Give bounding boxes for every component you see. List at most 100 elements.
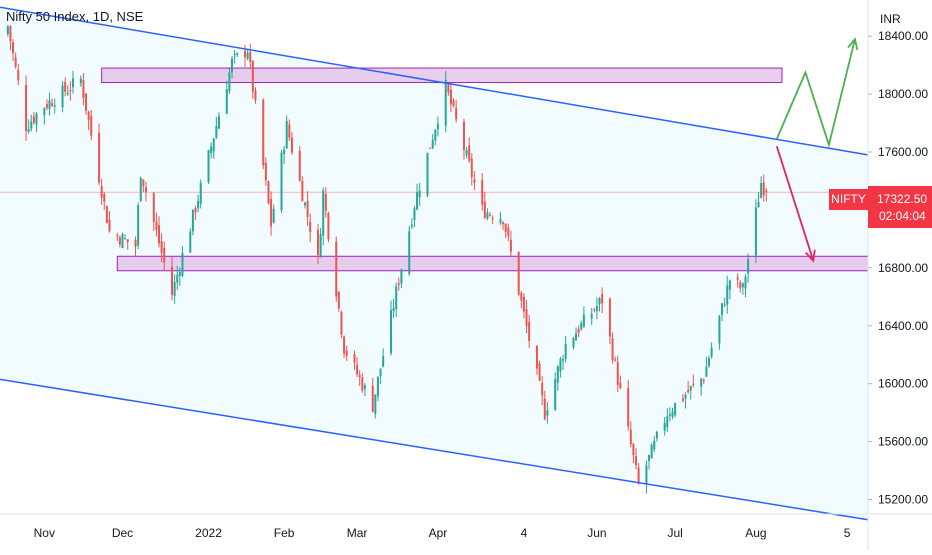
candle-body — [45, 104, 48, 108]
candle-body — [572, 338, 575, 348]
candle-body — [504, 223, 507, 233]
candle-body — [705, 366, 708, 377]
candle-body — [233, 53, 236, 55]
channel-lower-line — [0, 378, 869, 521]
candle-body — [353, 354, 356, 363]
candle-body — [379, 368, 382, 377]
candle-body — [543, 398, 546, 420]
x-tick-label: Dec — [112, 526, 133, 540]
candle-body — [671, 411, 674, 417]
candle-body — [371, 385, 374, 412]
candle-body — [290, 137, 293, 153]
candle-body — [194, 208, 197, 213]
candle-body — [71, 78, 74, 88]
candle-body — [191, 209, 194, 232]
candle-body — [554, 379, 557, 410]
candle-body — [655, 431, 658, 439]
candle-body — [51, 103, 54, 106]
candle-body — [85, 93, 88, 111]
y-tick-label: 16400.00 — [878, 319, 928, 333]
candle-body — [217, 116, 220, 129]
candle-body — [53, 105, 56, 107]
bull-arrow — [775, 38, 856, 149]
bear-arrow-head — [805, 249, 816, 263]
candle-body — [144, 187, 147, 193]
candle-body — [413, 208, 416, 221]
candle-body — [163, 247, 166, 263]
candle-body — [522, 296, 525, 312]
candle-body — [486, 212, 489, 219]
candle-body — [491, 218, 494, 220]
candle-body — [608, 298, 611, 337]
candle-body — [429, 147, 432, 149]
candle-body — [556, 366, 559, 383]
candle-body — [225, 89, 228, 114]
candle-body — [142, 179, 145, 187]
candle-body — [212, 138, 215, 152]
candle-body — [116, 235, 119, 237]
candle-body — [431, 140, 434, 149]
candle-body — [577, 328, 580, 333]
candle-body — [160, 241, 163, 253]
candle-body — [124, 238, 127, 240]
candle-body — [272, 208, 275, 223]
candle-body — [726, 285, 729, 305]
candle-body — [452, 100, 455, 106]
candle-body — [528, 322, 531, 341]
candle-body — [444, 79, 447, 126]
candle-body — [645, 465, 648, 485]
last-price-tag: 17322.50 02:04:04 — [868, 186, 932, 228]
candle-body — [520, 292, 523, 301]
candle-body — [283, 149, 286, 155]
chart-title: Nifty 50 Index, 1D, NSE — [6, 9, 144, 24]
candle-body — [356, 364, 359, 375]
candle-body — [627, 387, 630, 427]
candle-body — [361, 377, 364, 391]
y-tick-label: 16000.00 — [878, 377, 928, 391]
candle-body — [465, 150, 468, 156]
candle-body — [103, 194, 106, 202]
candle-body — [546, 410, 549, 416]
zone-2 — [116, 255, 869, 272]
candle-body — [322, 190, 325, 236]
candle-body — [251, 61, 254, 92]
candle-body — [69, 89, 72, 91]
candle-body — [358, 375, 361, 378]
candle-body — [87, 111, 90, 120]
candle-body — [285, 120, 288, 149]
candle-body — [262, 99, 265, 166]
candle-body — [173, 281, 176, 296]
candle-body — [64, 81, 67, 92]
candle-body — [61, 85, 64, 108]
candle-body — [598, 298, 601, 305]
candle-body — [674, 402, 677, 416]
candle-body — [288, 124, 291, 138]
candle-body — [317, 229, 320, 256]
candle-body — [473, 179, 476, 183]
candle-body — [244, 50, 247, 58]
candle-body — [468, 145, 471, 161]
candle-body — [82, 79, 85, 98]
candle-body — [575, 333, 578, 341]
candle-body — [489, 214, 492, 216]
candle-body — [66, 92, 69, 95]
candle-body — [692, 383, 695, 385]
candle-body — [723, 304, 726, 306]
candle-body — [17, 69, 20, 81]
bear-arrow — [775, 145, 815, 261]
y-tick-label: 15200.00 — [878, 493, 928, 507]
candle-body — [499, 218, 502, 224]
last-price-value: 17322.50 — [877, 192, 928, 206]
candle-body — [105, 206, 108, 224]
candle-body — [43, 108, 46, 116]
candle-body — [6, 26, 9, 35]
x-tick-label: Mar — [347, 526, 368, 540]
candle-body — [335, 241, 338, 297]
candle-body — [582, 314, 585, 328]
candle-body — [199, 182, 202, 205]
candle-body — [27, 129, 30, 132]
candle-body — [397, 283, 400, 285]
candle-body — [410, 224, 413, 227]
